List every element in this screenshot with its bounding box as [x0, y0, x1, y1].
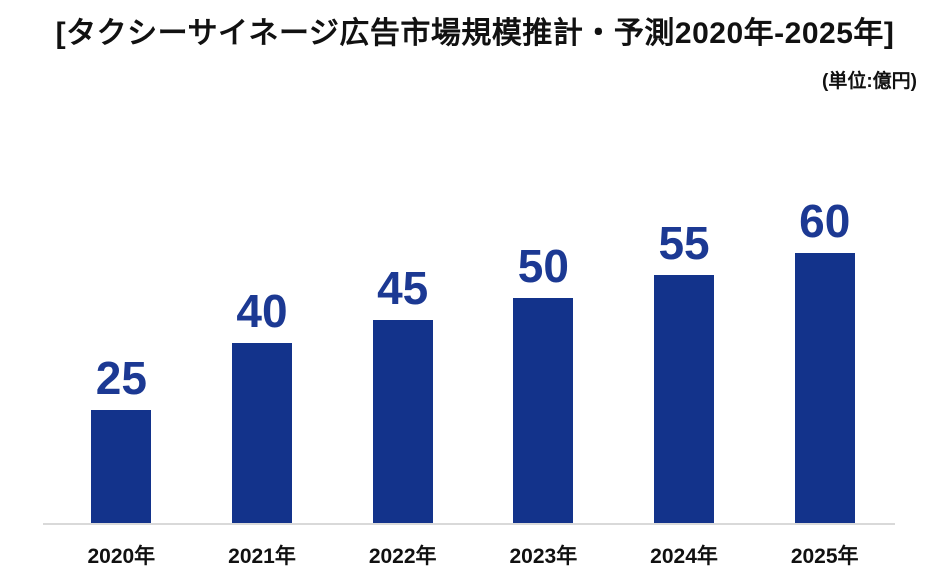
- x-axis-label: 2023年: [509, 545, 578, 568]
- bar-cell: 40: [192, 288, 333, 523]
- bar: [232, 343, 292, 523]
- x-axis-label: 2024年: [650, 545, 718, 568]
- bar: [794, 253, 855, 523]
- value-label: 25: [95, 352, 147, 404]
- bar-cell: 60: [754, 198, 895, 523]
- x-axis-label: 2025年: [790, 545, 859, 568]
- unit-note: (単位:億円): [822, 71, 917, 92]
- value-label: 45: [377, 262, 429, 314]
- bar-cell: 45: [332, 265, 473, 523]
- bar: [513, 298, 574, 523]
- plot-area: 25 40 45 50 55 60 2020年 2021年 2022年 2023年 2024年 20…: [43, 198, 895, 568]
- x-axis-label: 2021年: [228, 545, 296, 568]
- value-label: 55: [658, 217, 710, 269]
- bar: [372, 320, 433, 523]
- x-axis-labels: 2020年 2021年 2022年 2023年 2024年 2025年: [51, 540, 895, 570]
- x-axis-label: 2020年: [87, 545, 156, 568]
- bar-cell: 25: [51, 355, 192, 523]
- bar: [654, 275, 715, 523]
- chart-title: [タクシーサイネージ広告市場規模推計・予測2020年-2025年]: [55, 17, 895, 50]
- value-label: 40: [236, 285, 288, 337]
- bars-row: 25 40 45 50 55 60: [51, 198, 895, 523]
- bar-cell: 55: [614, 220, 755, 523]
- value-label: 60: [799, 195, 851, 247]
- value-label: 50: [517, 240, 569, 292]
- bar-cell: 50: [473, 243, 614, 523]
- x-axis-line: [43, 523, 895, 525]
- x-axis-label: 2022年: [368, 545, 437, 568]
- bar: [91, 410, 152, 523]
